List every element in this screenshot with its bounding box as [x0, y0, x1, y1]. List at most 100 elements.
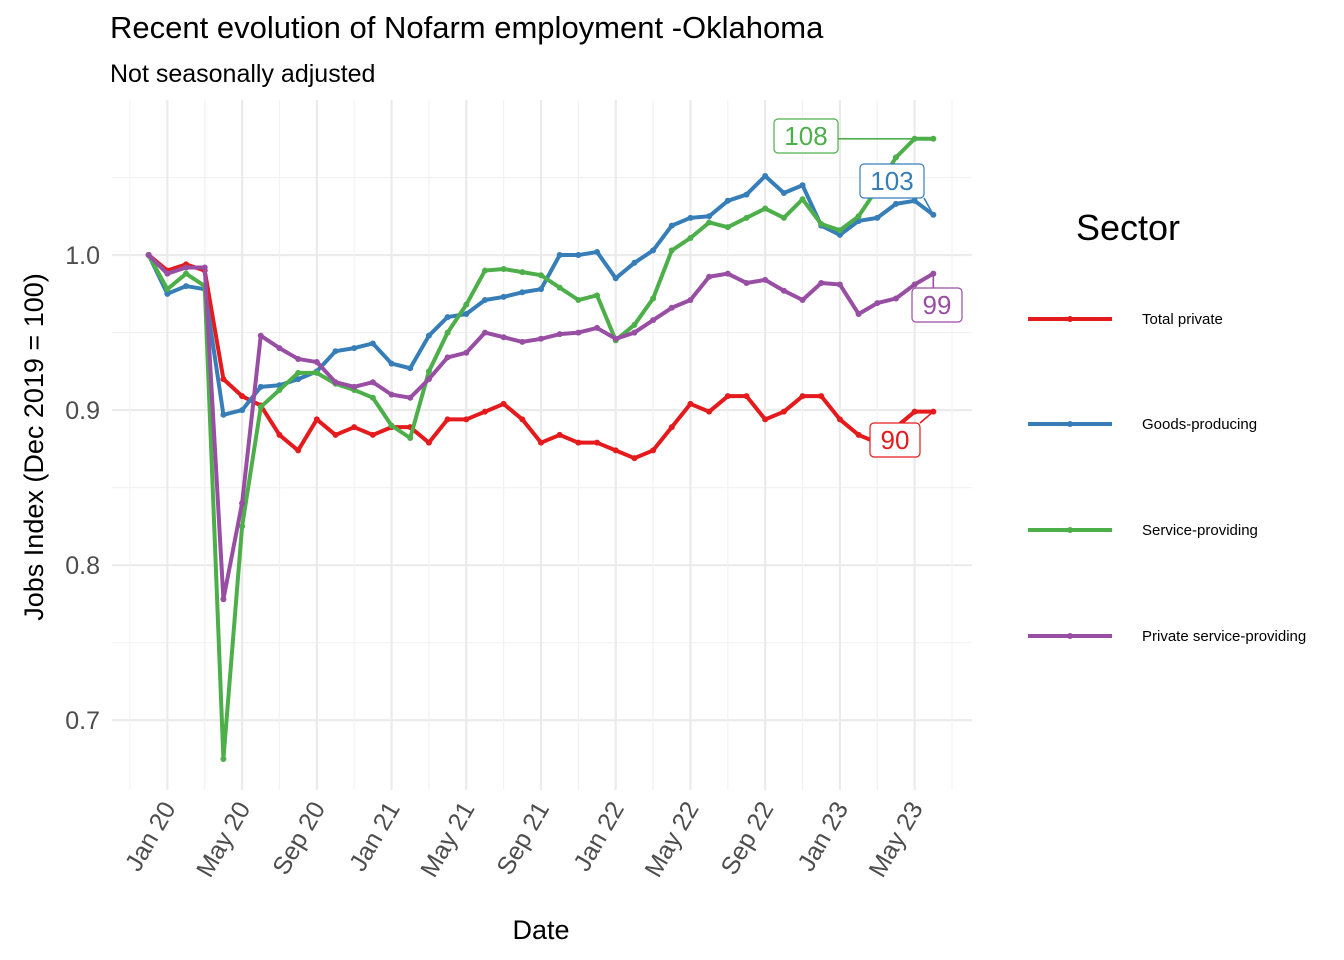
data-point	[276, 345, 283, 352]
data-point	[892, 200, 899, 207]
data-point	[594, 324, 601, 331]
legend-label: Goods-producing	[1142, 416, 1257, 433]
data-point	[407, 394, 414, 401]
data-point	[407, 435, 414, 442]
data-point	[369, 431, 376, 438]
data-point	[818, 221, 825, 228]
data-point	[388, 422, 395, 429]
legend-swatch-point	[1067, 316, 1073, 322]
data-point	[500, 266, 507, 273]
data-point	[818, 393, 825, 400]
data-point	[836, 231, 843, 238]
data-point	[762, 205, 769, 212]
data-point	[444, 416, 451, 423]
x-tick-label: Jan 20	[120, 797, 182, 876]
data-point	[369, 340, 376, 347]
data-point	[631, 329, 638, 336]
data-point	[668, 304, 675, 311]
x-tick-label: Jan 22	[568, 797, 630, 876]
data-point	[257, 332, 264, 339]
data-point	[743, 279, 750, 286]
data-point	[388, 360, 395, 367]
data-point	[351, 345, 358, 352]
data-point	[538, 272, 544, 279]
x-tick-label: May 21	[415, 797, 480, 882]
data-point	[874, 214, 881, 221]
x-tick-label: May 22	[639, 797, 704, 882]
data-point	[201, 264, 208, 271]
data-point	[481, 267, 488, 274]
data-point	[257, 383, 264, 390]
data-point	[463, 310, 470, 317]
data-point	[892, 154, 899, 161]
data-point	[724, 393, 731, 400]
data-point	[538, 286, 544, 293]
data-point	[575, 439, 582, 446]
data-point	[855, 310, 862, 317]
data-point	[799, 297, 806, 304]
data-point	[500, 400, 507, 407]
data-point	[220, 755, 227, 762]
data-point	[164, 270, 171, 277]
data-point	[575, 329, 582, 336]
data-point	[799, 393, 806, 400]
data-point	[556, 331, 563, 338]
x-tick-label: Jan 21	[344, 797, 406, 876]
data-point	[444, 329, 451, 336]
data-point	[911, 197, 918, 204]
y-tick-label: 0.8	[65, 552, 100, 580]
data-point	[706, 219, 713, 226]
x-tick-label: Sep 20	[267, 797, 331, 880]
data-point	[724, 270, 731, 277]
data-point	[836, 227, 843, 234]
data-point	[687, 297, 694, 304]
data-point	[463, 301, 470, 308]
data-point	[855, 431, 862, 438]
data-point	[650, 247, 657, 254]
end-label-text: 103	[870, 166, 913, 196]
data-point	[425, 368, 432, 375]
data-point	[687, 400, 694, 407]
data-point	[556, 252, 563, 259]
data-point	[313, 416, 320, 423]
data-point	[892, 295, 899, 302]
data-point	[780, 214, 787, 221]
data-point	[481, 329, 488, 336]
data-point	[594, 292, 601, 299]
data-point	[594, 248, 601, 255]
data-point	[519, 269, 526, 276]
data-point	[276, 386, 283, 393]
data-point	[650, 447, 657, 454]
data-point	[220, 376, 227, 383]
data-point	[220, 596, 227, 603]
data-point	[444, 354, 451, 361]
x-axis: Jan 20 May 20 Sep 20 Jan 21 May 21 Sep 21 Jan …	[120, 797, 929, 882]
data-point	[631, 455, 638, 462]
data-point	[780, 287, 787, 294]
data-point	[706, 408, 713, 415]
data-point	[799, 182, 806, 189]
end-label-text: 99	[923, 290, 952, 320]
data-point	[687, 214, 694, 221]
data-point	[668, 247, 675, 254]
data-point	[239, 523, 246, 530]
data-point	[351, 383, 358, 390]
end-label-text: 90	[881, 425, 910, 455]
data-point	[369, 394, 376, 401]
data-point	[668, 222, 675, 229]
end-label-box	[911, 287, 963, 323]
end-label-connector	[923, 197, 935, 216]
x-axis-title: Date	[512, 915, 569, 945]
data-point	[650, 317, 657, 324]
data-point	[556, 431, 563, 438]
data-point	[724, 224, 731, 231]
data-point	[762, 172, 769, 179]
data-point	[313, 369, 320, 376]
data-point	[463, 349, 470, 356]
legend: Sector Total private Goods-producing Servi…	[1028, 207, 1306, 645]
data-point	[295, 369, 302, 376]
data-point	[519, 289, 526, 296]
end-label-box	[859, 163, 925, 199]
data-point	[164, 286, 171, 293]
